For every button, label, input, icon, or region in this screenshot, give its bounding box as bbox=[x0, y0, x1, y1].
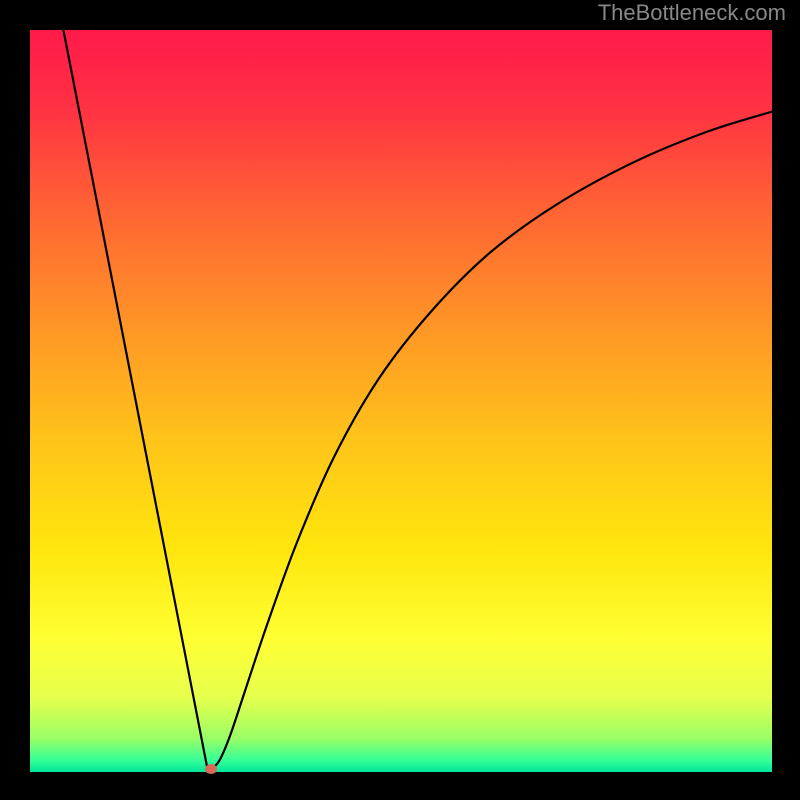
bottleneck-chart bbox=[0, 0, 800, 800]
chart-container: TheBottleneck.com bbox=[0, 0, 800, 800]
watermark-text: TheBottleneck.com bbox=[598, 0, 786, 26]
